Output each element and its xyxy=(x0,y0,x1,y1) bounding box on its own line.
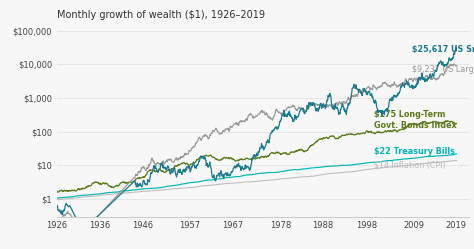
Text: $14 Inflation (CPI): $14 Inflation (CPI) xyxy=(374,161,446,170)
Text: $175 Long-Term
Govt. Bonds Index: $175 Long-Term Govt. Bonds Index xyxy=(374,110,457,130)
Text: $25,617 US Small Cap Index: $25,617 US Small Cap Index xyxy=(411,45,474,54)
Text: Monthly growth of wealth ($1), 1926–2019: Monthly growth of wealth ($1), 1926–2019 xyxy=(57,10,265,20)
Text: $9,237 US Large Cap Index: $9,237 US Large Cap Index xyxy=(411,65,474,74)
Text: $22 Treasury Bills: $22 Treasury Bills xyxy=(374,147,456,156)
